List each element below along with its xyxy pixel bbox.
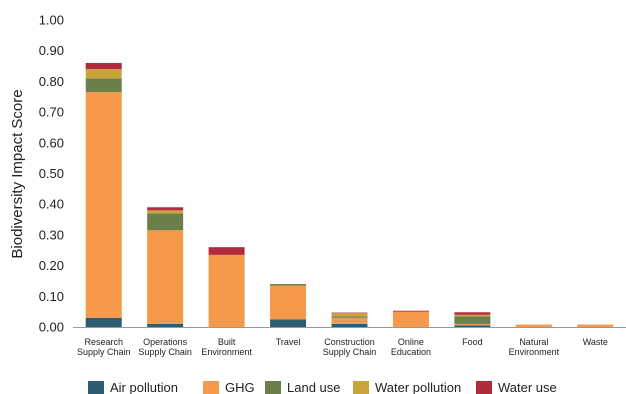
legend-item: Water pollution [353,380,461,394]
bar-segment [454,316,491,324]
legend-swatch [476,381,492,394]
x-category-label: Natural Environment [509,337,560,357]
y-tick-label: 0.90 [39,43,64,58]
legend-item: Air pollution [88,380,178,394]
x-category-label-line: Construction [324,337,375,347]
bar-segment [85,317,122,327]
y-tick-label: 0.70 [39,105,64,120]
legend-label: GHG [225,380,255,394]
x-category-label: Research Supply Chain [77,337,131,357]
bar-segment [208,247,245,255]
legend-label: Air pollution [110,380,178,394]
legend-swatch [88,381,104,394]
bar-segment [331,323,368,327]
bar-segment [331,312,368,314]
x-category-label-line: Supply Chain [138,347,192,357]
y-tick-label: 0.80 [39,74,64,89]
legend-item: GHG [203,380,255,394]
legend-swatch [265,381,281,394]
x-category-label-line: Operations [143,337,188,347]
y-tick-label: 0.60 [39,135,64,150]
legend-swatch [203,381,219,394]
bar-segment [85,69,122,79]
x-category-label: Built Environment [201,337,252,357]
y-tick-label: 0.00 [39,320,64,335]
bar-segment [270,319,307,327]
bar-segment [85,78,122,93]
y-axis-title: Biodiversity Impact Score [9,89,26,258]
x-category-label-line: Built [218,337,236,347]
bar-segment [331,317,368,324]
bars-group [85,62,614,327]
x-category-label-line: Travel [276,337,301,347]
x-category-label-line: Waste [583,337,608,347]
legend-swatch [353,381,369,394]
y-tick-label: 0.50 [39,166,64,181]
legend-item: Land use [265,380,341,394]
x-category-label-line: Online [398,337,424,347]
x-category-label-line: Research [84,337,123,347]
bar-segment [208,254,245,327]
legend-label: Water use [498,380,557,394]
bar-segment [85,92,122,318]
bar-segment [147,230,184,324]
x-category-label-line: Supply Chain [77,347,131,357]
x-category-label: Food [462,337,483,347]
bar-segment [147,323,184,327]
x-category-label: Construction Supply Chain [323,337,377,357]
x-category-label-line: Environment [509,347,560,357]
bar-segment [147,207,184,211]
bar-segment [331,313,368,317]
bar-segment [147,210,184,214]
x-category-label-line: Environment [201,347,252,357]
x-category-label: Operations Supply Chain [138,337,192,357]
bar-segment [392,310,429,312]
legend-label: Water pollution [375,380,461,394]
x-category-label-line: Food [462,337,483,347]
bar-segment [392,311,429,327]
bar-segment [454,323,491,326]
x-category-label-line: Education [391,347,431,357]
x-category-label-line: Natural [519,337,548,347]
x-category-label-line: Supply Chain [323,347,377,357]
x-category-label: Online Education [391,337,431,357]
x-category-label: Waste [583,337,608,347]
y-tick-label: 0.10 [39,289,64,304]
bar-segment [515,324,552,327]
bar-segment [454,314,491,317]
y-tick-label: 0.40 [39,197,64,212]
x-category-label: Travel [276,337,301,347]
y-tick-label: 0.30 [39,227,64,242]
y-tick-label: 0.20 [39,258,64,273]
y-tick-label: 1.00 [39,13,64,28]
legend-label: Land use [287,380,341,394]
bar-segment [270,285,307,320]
legend: Air pollution GHG Land use Water pollution W… [88,380,557,394]
bar-segment [577,324,614,327]
bar-segment [147,213,184,231]
legend-item: Water use [476,380,557,394]
y-axis-ticks: 0.00 0.10 0.20 0.30 0.40 0.50 0.60 0.70 0.80 0.90… [39,13,64,335]
bar-segment [270,284,307,286]
bar-segment [331,316,368,318]
bar-segment [454,325,491,327]
bar-segment [454,312,491,315]
bar-segment [85,62,122,70]
